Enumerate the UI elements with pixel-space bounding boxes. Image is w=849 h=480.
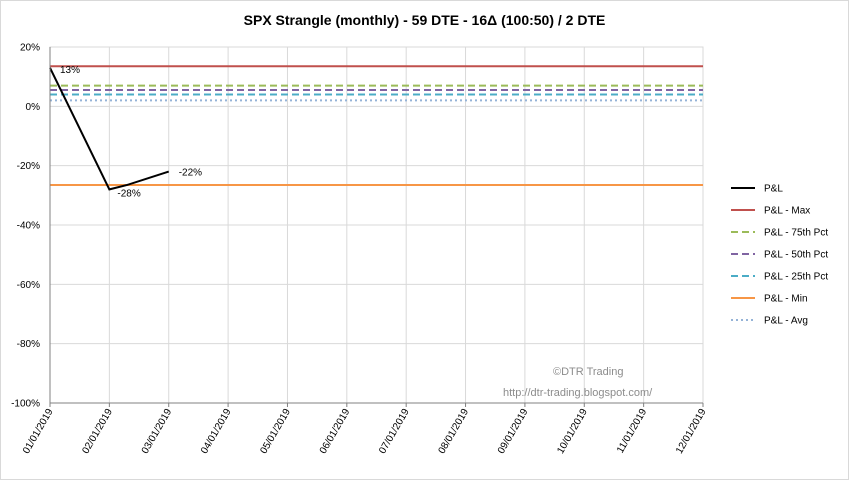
x-tick-label: 06/01/2019	[318, 407, 353, 456]
x-tick-label: 03/01/2019	[140, 407, 175, 456]
legend-entry: P&L - 25th Pct	[764, 272, 828, 283]
legend: P&L P&L - Max P&L - 75th Pct P&L - 50th Pct…	[731, 184, 828, 327]
legend-entry: P&L - Max	[764, 206, 810, 217]
data-label: -22%	[179, 168, 202, 179]
x-tick-label: 05/01/2019	[258, 407, 293, 456]
y-tick-label: 0%	[26, 102, 41, 113]
x-tick-label: 09/01/2019	[496, 407, 531, 456]
x-tick-label: 12/01/2019	[674, 407, 709, 456]
legend-entry: P&L - 75th Pct	[764, 228, 828, 239]
data-label: -28%	[117, 188, 140, 199]
reference-lines	[50, 65, 703, 186]
y-tick-label: -40%	[17, 221, 40, 232]
x-tick-label: 10/01/2019	[555, 407, 590, 456]
watermark-copyright: ©DTR Trading	[553, 366, 623, 378]
y-tick-label: -80%	[17, 339, 40, 350]
y-tick-label: -60%	[17, 280, 40, 291]
watermark-url: http://dtr-trading.blogspot.com/	[503, 387, 653, 399]
x-tick-label: 11/01/2019	[615, 407, 649, 456]
y-tick-label: -100%	[11, 399, 40, 410]
legend-entry: P&L	[764, 184, 783, 195]
y-tick-label: -20%	[17, 161, 40, 172]
x-tick-label: 08/01/2019	[437, 407, 472, 456]
legend-entry: P&L - Avg	[764, 316, 808, 327]
data-label: 13%	[60, 65, 80, 76]
data-labels: 13% -28% -22%	[60, 65, 202, 200]
y-tick-label: 20%	[20, 43, 40, 54]
x-tick-label: 02/01/2019	[80, 407, 115, 456]
legend-entry: P&L - Min	[764, 294, 808, 305]
chart-title: SPX Strangle (monthly) - 59 DTE - 16Δ (1…	[243, 12, 606, 28]
legend-entry: P&L - 50th Pct	[764, 250, 828, 261]
series-pl	[49, 67, 170, 191]
x-tick-label: 01/01/2019	[21, 407, 56, 456]
x-tick-label: 04/01/2019	[199, 407, 234, 456]
series-layer	[49, 67, 170, 191]
x-tick-label: 07/01/2019	[377, 407, 412, 456]
